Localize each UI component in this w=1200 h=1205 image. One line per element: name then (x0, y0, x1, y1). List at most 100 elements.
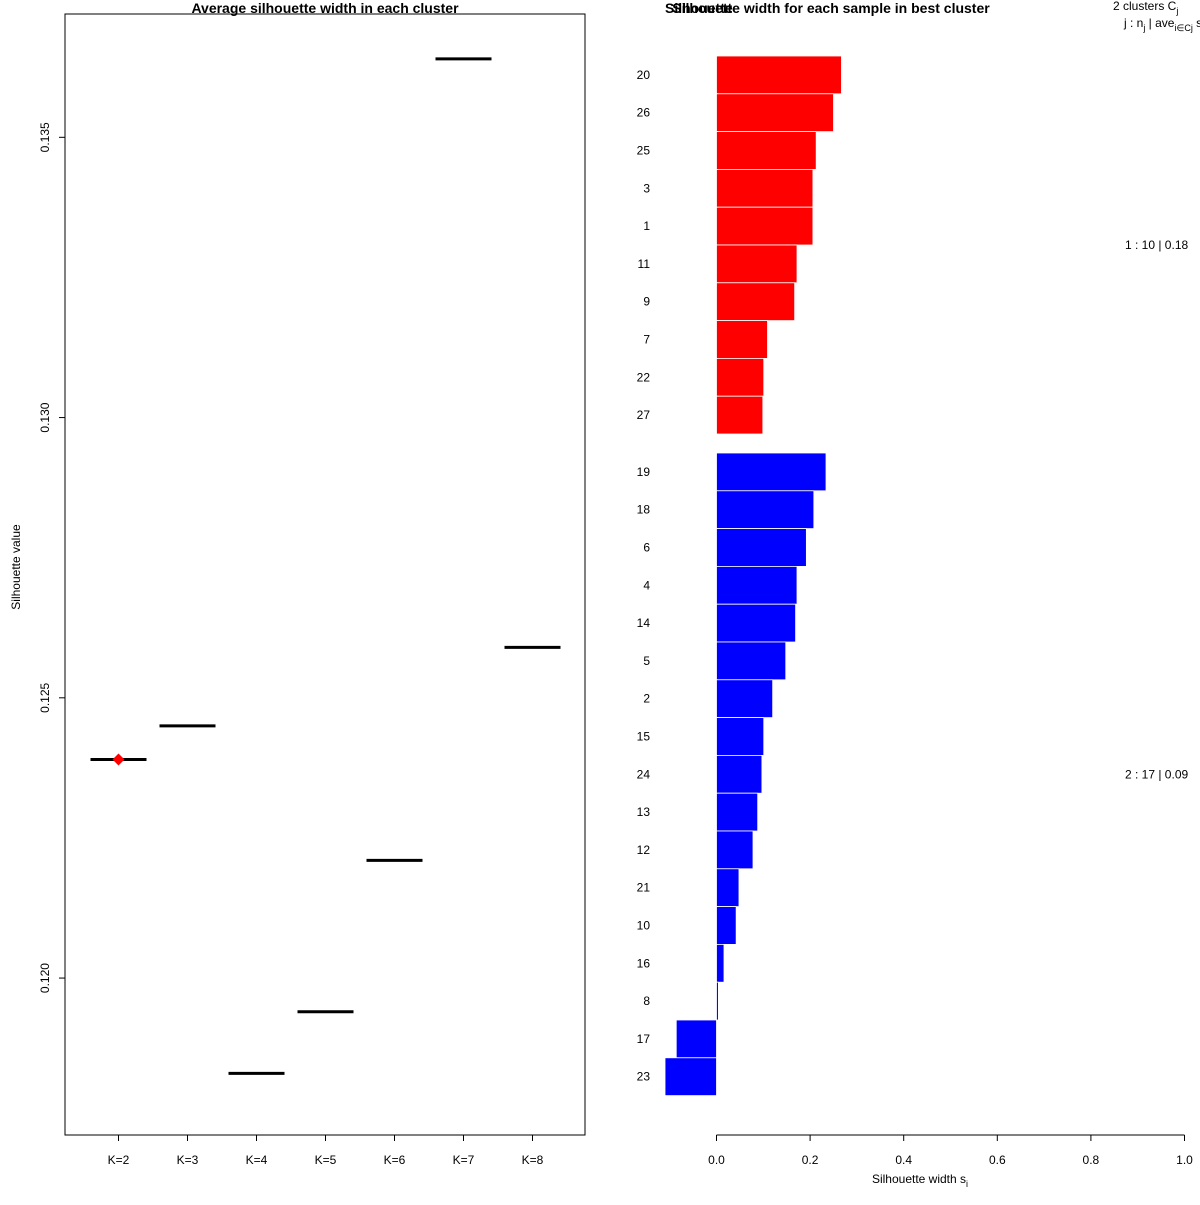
sample-label: 14 (637, 616, 651, 630)
sample-label: 2 (643, 692, 650, 706)
right-panel: Silhouette Silhouette width for each sam… (637, 0, 1200, 1189)
sample-label: 6 (643, 541, 650, 555)
left-x-axis: K=2 K=3 K=4 K=5 K=6 K=7 K=8 (108, 1135, 544, 1167)
right-bars (664, 55, 842, 1097)
left-y-tick-label: 0.130 (38, 402, 52, 432)
left-x-tick-label: K=2 (108, 1153, 130, 1167)
legend-header-ave-sub: i∈Cj (1174, 23, 1192, 33)
sample-label: 24 (637, 767, 651, 781)
right-cluster-summaries: 1 : 10 | 0.18 2 : 17 | 0.09 (1125, 238, 1188, 781)
legend-header-line2: j : nj | avei∈Cj s (1123, 16, 1200, 33)
sample-label: 12 (637, 843, 651, 857)
right-x-axis-label-main: Silhouette width s (872, 1172, 966, 1186)
silhouette-bar (716, 206, 814, 246)
silhouette-bar (716, 357, 765, 397)
left-panel: Average silhouette width in each cluster… (9, 0, 586, 1167)
cluster-summary: 1 : 10 | 0.18 (1125, 238, 1188, 252)
silhouette-bar (716, 131, 817, 170)
left-x-tick-label: K=3 (177, 1153, 199, 1167)
sample-label: 4 (643, 578, 650, 592)
sample-label: 10 (637, 919, 651, 933)
silhouette-bar (716, 792, 759, 832)
left-y-axis: 0.120 0.125 0.130 0.135 (38, 14, 66, 1135)
left-data-marks (90, 57, 561, 1075)
sample-label: 27 (637, 408, 651, 422)
silhouette-bar (716, 490, 815, 529)
silhouette-bar (716, 981, 719, 1021)
left-y-tick-label: 0.120 (38, 963, 52, 993)
sample-label: 5 (643, 654, 650, 668)
left-x-tick-label: K=6 (384, 1153, 406, 1167)
silhouette-bar (716, 830, 754, 870)
silhouette-bar (716, 528, 807, 567)
sample-label: 19 (637, 465, 651, 479)
legend-header-n: j : n (1123, 16, 1143, 30)
right-x-axis-label-sub: i (966, 1179, 968, 1189)
silhouette-bar (716, 55, 842, 95)
legend-header-ave: | ave (1145, 16, 1174, 30)
silhouette-bar (716, 320, 768, 359)
legend-header-s: s (1193, 16, 1200, 30)
right-chart-title-overlap: Silhouette (665, 0, 733, 16)
silhouette-bar (716, 641, 787, 681)
sample-label: 18 (637, 503, 651, 517)
silhouette-bar (716, 679, 774, 718)
silhouette-bar (716, 906, 737, 945)
sample-label: 17 (637, 1032, 651, 1046)
right-x-tick-label: 0.4 (895, 1153, 912, 1167)
left-y-axis-label: Silhouette value (9, 524, 23, 610)
right-x-axis-label: Silhouette width si (872, 1172, 968, 1189)
left-x-tick-label: K=5 (315, 1153, 337, 1167)
silhouette-bar (664, 1057, 717, 1097)
silhouette-bar (716, 395, 764, 435)
sample-label: 20 (637, 68, 651, 82)
sample-label: 25 (637, 144, 651, 158)
cluster-summary: 2 : 17 | 0.09 (1125, 767, 1188, 781)
right-x-tick-label: 0.6 (989, 1153, 1006, 1167)
silhouette-bar (716, 603, 796, 643)
sample-label: 7 (643, 333, 650, 347)
silhouette-bar (716, 868, 740, 907)
silhouette-bar (716, 566, 798, 605)
sample-label: 22 (637, 370, 651, 384)
silhouette-bar (716, 168, 814, 208)
silhouette-bar (716, 244, 798, 284)
sample-label: 13 (637, 805, 651, 819)
sample-label: 9 (643, 295, 650, 309)
sample-label: 8 (643, 994, 650, 1008)
silhouette-bar (675, 1019, 717, 1059)
left-chart-title: Average silhouette width in each cluster (191, 0, 459, 16)
right-chart-title: Silhouette width for each sample in best… (672, 0, 990, 16)
right-x-tick-label: 0.0 (708, 1153, 725, 1167)
silhouette-bar (716, 93, 834, 133)
legend-header-line1: 2 clusters Cj (1113, 0, 1178, 16)
left-y-tick-label: 0.125 (38, 682, 52, 712)
sample-label: 16 (637, 956, 651, 970)
silhouette-bar (716, 717, 765, 756)
left-y-tick-label: 0.135 (38, 122, 52, 152)
sample-label: 3 (643, 181, 650, 195)
right-x-axis: 0.0 0.2 0.4 0.6 0.8 1.0 (708, 1134, 1193, 1167)
left-x-tick-label: K=4 (246, 1153, 268, 1167)
silhouette-bar (716, 944, 725, 983)
sample-label: 11 (638, 257, 651, 271)
sample-label: 1 (643, 219, 650, 233)
left-plot-frame (64, 13, 586, 1136)
best-k-marker (112, 753, 125, 766)
left-x-tick-label: K=7 (453, 1153, 475, 1167)
left-x-tick-label: K=8 (522, 1153, 544, 1167)
silhouette-bar (716, 282, 796, 321)
sample-label: 23 (637, 1070, 651, 1084)
legend-header-cj-sub: j (1175, 6, 1178, 16)
sample-label: 21 (637, 881, 651, 895)
silhouette-bar (716, 755, 763, 794)
legend-header-nj-sub: j (1142, 23, 1145, 33)
right-x-tick-label: 0.2 (802, 1153, 819, 1167)
right-x-tick-label: 0.8 (1083, 1153, 1100, 1167)
sample-label: 15 (637, 730, 651, 744)
right-x-tick-label: 1.0 (1176, 1153, 1193, 1167)
legend-header-clusters: 2 clusters C (1113, 0, 1177, 13)
right-sample-labels: 2026253111972227191864145215241312211016… (637, 68, 651, 1084)
